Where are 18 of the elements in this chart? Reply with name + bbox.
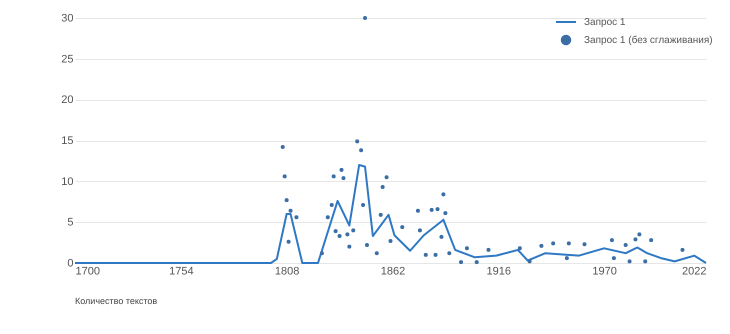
x-tick-label: 1700	[76, 266, 100, 278]
legend-label: Запрос 1 (без сглаживания)	[584, 35, 713, 46]
x-tick-label: 2022	[682, 266, 706, 278]
x-tick-label: 1970	[592, 266, 617, 278]
y-tick-label: 15	[61, 135, 74, 147]
y-tick-label: 20	[61, 94, 74, 106]
legend-label: Запрос 1	[584, 17, 626, 28]
line-series	[74, 164, 707, 264]
y-tick-label: 30	[61, 12, 74, 24]
y-tick-label: 0	[67, 258, 74, 270]
x-tick-label: 1754	[169, 266, 194, 278]
y-tick-label: 25	[61, 53, 74, 66]
y-tick-label: 5	[67, 216, 74, 229]
x-tick-label: 1862	[380, 266, 406, 278]
x-tick-label: 1808	[274, 266, 300, 278]
text: Количество текстов	[75, 296, 158, 306]
y-tick-label: 10	[61, 176, 74, 188]
x-tick-label: 1916	[486, 266, 512, 278]
